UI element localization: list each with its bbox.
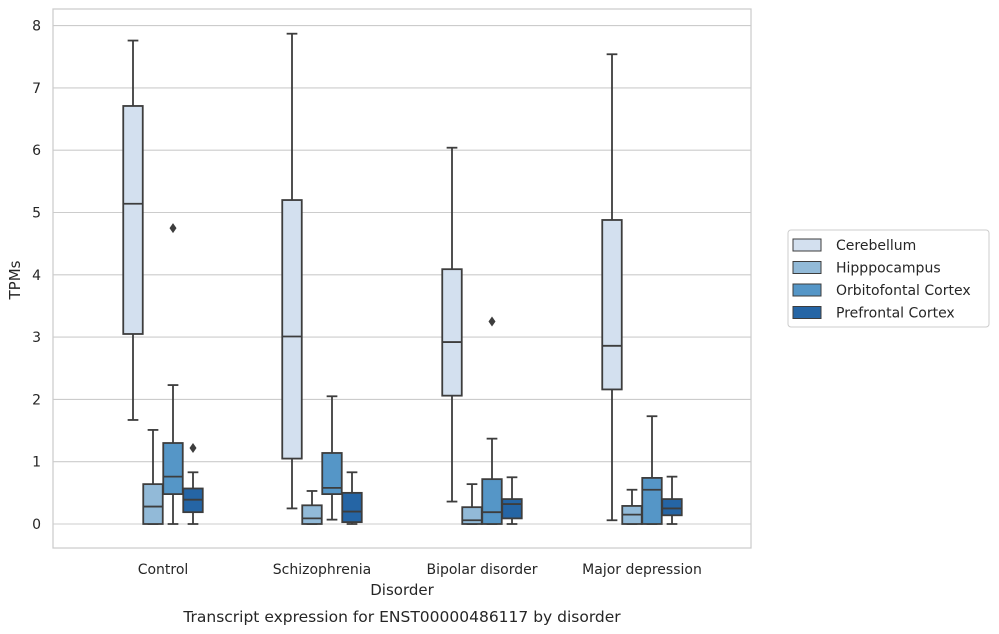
x-tick-label: Bipolar disorder [426, 562, 537, 578]
box-prefrontal-cortex [661, 475, 683, 525]
box-body [481, 478, 503, 525]
y-tick-label: 8 [32, 19, 41, 35]
box-hipppocampus [142, 429, 164, 525]
chart-title: Transcript expression for ENST0000048611… [182, 608, 621, 626]
legend-swatch [792, 238, 822, 252]
y-tick-label: 3 [32, 330, 41, 346]
legend-label: Orbitofontal Cortex [836, 283, 971, 299]
box-body [641, 476, 663, 525]
x-tick-labels: Control Schizophrenia Bipolar disorder Majo… [138, 562, 702, 578]
y-tick-label: 2 [32, 392, 41, 408]
legend-swatch [792, 261, 822, 274]
box-body [281, 199, 303, 460]
legend-label: Hipppocampus [836, 261, 941, 277]
box-body [601, 219, 623, 391]
box-prefrontal-cortex [182, 442, 204, 525]
x-axis-label: Disorder [370, 581, 434, 599]
box-body [441, 268, 463, 397]
y-tick-labels: 0 1 2 3 4 5 6 7 8 [32, 19, 41, 533]
y-tick-label: 7 [32, 81, 41, 97]
y-axis-label: TPMs [6, 260, 24, 300]
x-tick-label: Schizophrenia [273, 562, 371, 578]
box-body [321, 452, 343, 495]
box-hipppocampus [301, 490, 323, 525]
y-tick-label: 5 [32, 206, 41, 222]
y-tick-label: 6 [32, 143, 41, 159]
box-orbitofontal-cortex [162, 223, 184, 525]
legend-label: Cerebellum [836, 238, 916, 254]
box-body [661, 498, 683, 517]
legend-frame [787, 229, 990, 328]
box-orbitofontal-cortex [321, 395, 343, 521]
y-tick-label: 4 [32, 268, 41, 284]
outlier-point [488, 316, 496, 327]
box-cerebellum [122, 39, 144, 421]
box-body [501, 498, 523, 520]
box-orbitofontal-cortex [641, 415, 663, 525]
legend-swatch [792, 306, 822, 319]
y-tick-label: 0 [32, 517, 41, 533]
box-hipppocampus [621, 488, 643, 525]
box-body [461, 506, 483, 525]
legend: Cerebellum Hipppocampus Orbitofontal Corte… [787, 229, 990, 328]
box-body [122, 105, 144, 335]
box-plot-marks [122, 32, 683, 525]
outlier-point [169, 223, 177, 234]
box-body [142, 483, 164, 525]
box-body [341, 491, 363, 524]
box-cerebellum [441, 146, 463, 503]
outlier-point [189, 442, 197, 453]
box-body [301, 504, 323, 525]
box-body [162, 442, 184, 495]
box-hipppocampus [461, 483, 483, 525]
x-tick-label: Major depression [582, 562, 702, 578]
grid-lines [53, 25, 751, 525]
box-prefrontal-cortex [341, 471, 363, 525]
box-cerebellum [601, 53, 623, 522]
box-prefrontal-cortex [501, 476, 523, 525]
plot-frame [52, 8, 752, 549]
y-tick-label: 1 [32, 455, 41, 471]
x-tick-label: Control [138, 562, 189, 578]
legend-label: Prefrontal Cortex [836, 306, 955, 322]
box-cerebellum [281, 32, 303, 510]
legend-swatch [792, 283, 822, 297]
box-orbitofontal-cortex [481, 316, 503, 525]
